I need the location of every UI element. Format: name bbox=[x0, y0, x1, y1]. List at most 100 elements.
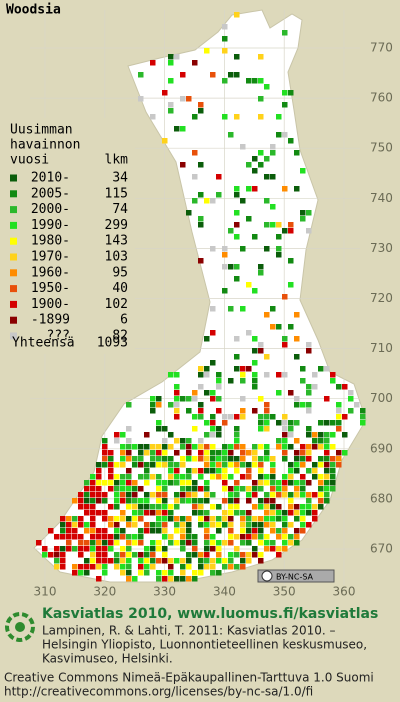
square bbox=[252, 408, 258, 414]
square bbox=[282, 294, 288, 300]
square bbox=[234, 486, 240, 492]
square bbox=[198, 570, 204, 576]
legend-count: 95 bbox=[112, 265, 128, 280]
square bbox=[174, 504, 180, 510]
square bbox=[282, 414, 288, 420]
square bbox=[192, 60, 198, 66]
square bbox=[282, 132, 288, 138]
square bbox=[258, 396, 264, 402]
square bbox=[306, 450, 312, 456]
square bbox=[210, 414, 216, 420]
square bbox=[336, 462, 342, 468]
square bbox=[222, 498, 228, 504]
logo bbox=[5, 612, 35, 642]
square bbox=[330, 420, 336, 426]
square bbox=[198, 450, 204, 456]
legend-count: 143 bbox=[105, 234, 128, 249]
square bbox=[96, 492, 102, 498]
square bbox=[204, 558, 210, 564]
square bbox=[96, 498, 102, 504]
square bbox=[258, 444, 264, 450]
square bbox=[174, 498, 180, 504]
square bbox=[90, 474, 96, 480]
square bbox=[174, 408, 180, 414]
square bbox=[204, 510, 210, 516]
square bbox=[162, 138, 168, 144]
square bbox=[138, 486, 144, 492]
square bbox=[234, 234, 240, 240]
square bbox=[192, 396, 198, 402]
square bbox=[228, 462, 234, 468]
square bbox=[66, 516, 72, 522]
square bbox=[156, 420, 162, 426]
square bbox=[222, 36, 228, 42]
square bbox=[282, 420, 288, 426]
square bbox=[264, 444, 270, 450]
square bbox=[294, 354, 300, 360]
square bbox=[270, 474, 276, 480]
square bbox=[156, 558, 162, 564]
citation-line: Kasvimuseo, Helsinki. bbox=[42, 652, 173, 666]
square bbox=[324, 432, 330, 438]
square bbox=[192, 534, 198, 540]
square bbox=[312, 432, 318, 438]
square bbox=[252, 78, 258, 84]
square bbox=[300, 366, 306, 372]
square bbox=[258, 270, 264, 276]
square bbox=[204, 336, 210, 342]
square bbox=[342, 432, 348, 438]
square bbox=[198, 438, 204, 444]
square bbox=[186, 534, 192, 540]
square bbox=[168, 456, 174, 462]
square bbox=[294, 468, 300, 474]
square bbox=[264, 198, 270, 204]
square bbox=[354, 402, 360, 408]
square bbox=[234, 468, 240, 474]
square bbox=[312, 492, 318, 498]
square bbox=[114, 438, 120, 444]
square bbox=[90, 516, 96, 522]
square bbox=[258, 558, 264, 564]
square bbox=[120, 510, 126, 516]
square bbox=[306, 510, 312, 516]
square bbox=[282, 438, 288, 444]
square bbox=[90, 522, 96, 528]
square bbox=[198, 108, 204, 114]
square bbox=[270, 510, 276, 516]
square bbox=[168, 54, 174, 60]
square bbox=[222, 516, 228, 522]
square bbox=[330, 468, 336, 474]
square bbox=[162, 456, 168, 462]
observation-squares bbox=[36, 12, 366, 582]
square bbox=[228, 516, 234, 522]
square bbox=[210, 198, 216, 204]
square bbox=[252, 288, 258, 294]
square bbox=[198, 402, 204, 408]
species-title: Woodsia bbox=[6, 3, 61, 18]
square bbox=[234, 564, 240, 570]
square bbox=[168, 564, 174, 570]
square bbox=[174, 54, 180, 60]
square bbox=[84, 540, 90, 546]
square bbox=[246, 498, 252, 504]
square bbox=[270, 546, 276, 552]
square bbox=[198, 222, 204, 228]
square bbox=[210, 570, 216, 576]
square bbox=[288, 282, 294, 288]
northing-label: 730 bbox=[370, 241, 393, 255]
square bbox=[252, 522, 258, 528]
square bbox=[336, 408, 342, 414]
square bbox=[234, 492, 240, 498]
square bbox=[276, 534, 282, 540]
legend-label: 1950- bbox=[31, 281, 70, 296]
square bbox=[186, 444, 192, 450]
square bbox=[90, 564, 96, 570]
square bbox=[306, 456, 312, 462]
square bbox=[102, 498, 108, 504]
square bbox=[336, 414, 342, 420]
square bbox=[288, 444, 294, 450]
square bbox=[312, 468, 318, 474]
square bbox=[90, 534, 96, 540]
square bbox=[294, 504, 300, 510]
square bbox=[258, 162, 264, 168]
